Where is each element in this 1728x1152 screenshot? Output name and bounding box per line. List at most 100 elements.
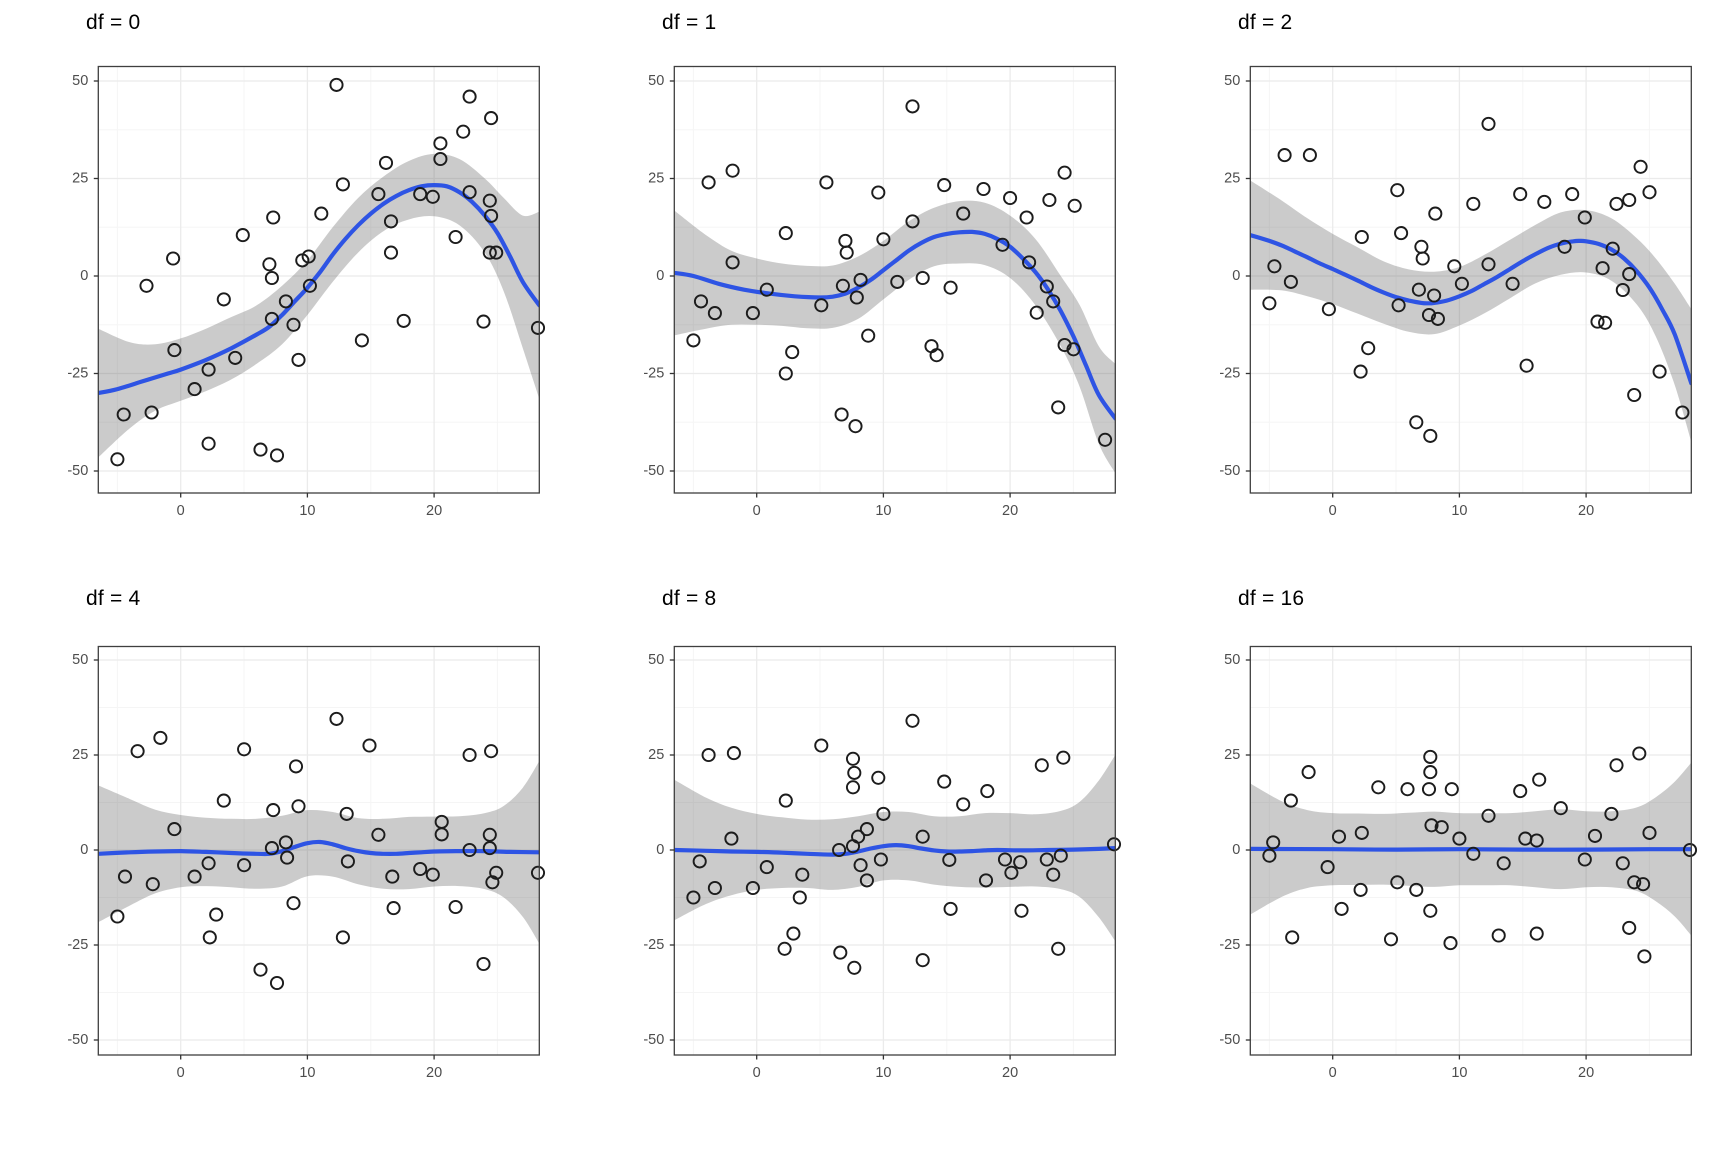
y-tick-label: 50 bbox=[648, 73, 664, 89]
data-point bbox=[1513, 187, 1528, 202]
data-point bbox=[116, 407, 131, 422]
data-point bbox=[1354, 229, 1369, 245]
data-point bbox=[456, 124, 471, 139]
data-point bbox=[1615, 856, 1630, 871]
data-point bbox=[859, 873, 874, 888]
data-point bbox=[1014, 903, 1029, 918]
data-point bbox=[110, 452, 125, 467]
data-point bbox=[876, 806, 891, 821]
y-tick-label: -25 bbox=[643, 366, 664, 382]
gridlines bbox=[674, 66, 1116, 493]
data-point bbox=[956, 797, 971, 812]
data-point bbox=[1051, 941, 1066, 956]
axis: 50 25 0 -25 -50 0 10 20 bbox=[1219, 652, 1594, 1081]
x-tick-label: 0 bbox=[753, 503, 761, 519]
data-point bbox=[1529, 833, 1544, 848]
data-point bbox=[530, 865, 546, 880]
data-point bbox=[1067, 198, 1082, 213]
data-point bbox=[371, 827, 386, 842]
data-point bbox=[371, 187, 386, 202]
panel-title: df = 4 bbox=[86, 587, 141, 610]
y-tick-label: 25 bbox=[72, 171, 88, 187]
data-point bbox=[1394, 226, 1409, 241]
data-points bbox=[110, 77, 546, 467]
data-point bbox=[462, 842, 477, 858]
data-point bbox=[110, 909, 125, 924]
data-point bbox=[1301, 765, 1316, 780]
data-point bbox=[778, 793, 793, 808]
axis: 50 25 0 -25 -50 0 10 20 bbox=[643, 652, 1018, 1081]
smooth-line bbox=[674, 842, 1116, 857]
panel-title: df = 16 bbox=[1238, 587, 1305, 610]
y-tick-label: 0 bbox=[1232, 842, 1240, 858]
panel-df-4: df = 4 50 25 0 -25 -50 0 10 20 bbox=[0, 576, 576, 1152]
data-point bbox=[778, 366, 793, 381]
data-point bbox=[354, 333, 369, 348]
x-tick-label: 20 bbox=[1578, 503, 1594, 519]
data-point bbox=[1391, 298, 1406, 313]
gridlines bbox=[98, 646, 540, 1055]
y-tick-label: -50 bbox=[67, 463, 88, 479]
data-point bbox=[187, 869, 202, 884]
data-point bbox=[1409, 415, 1424, 430]
data-point bbox=[383, 214, 399, 229]
data-point bbox=[117, 869, 133, 884]
panel-border bbox=[673, 65, 1116, 494]
y-tick-label: -25 bbox=[643, 937, 664, 953]
data-point bbox=[237, 858, 252, 873]
data-point bbox=[1430, 311, 1445, 326]
data-point bbox=[1371, 780, 1386, 795]
data-point bbox=[707, 306, 722, 321]
data-point bbox=[871, 185, 886, 200]
data-point bbox=[1019, 210, 1034, 225]
data-point bbox=[759, 860, 774, 875]
data-point bbox=[262, 257, 277, 272]
y-tick-label: -25 bbox=[1219, 937, 1240, 953]
data-point bbox=[795, 867, 810, 882]
axis: 50 25 0 -25 -50 0 10 20 bbox=[643, 73, 1018, 519]
data-point bbox=[1414, 239, 1429, 254]
data-point bbox=[1443, 936, 1458, 951]
data-point bbox=[1447, 259, 1462, 274]
data-point bbox=[1434, 820, 1449, 835]
data-point bbox=[819, 175, 834, 190]
data-point bbox=[1557, 239, 1572, 254]
data-point bbox=[329, 711, 344, 726]
data-point bbox=[484, 744, 499, 759]
data-point bbox=[278, 294, 293, 309]
x-tick-label: 10 bbox=[1451, 1065, 1467, 1081]
data-point bbox=[216, 793, 231, 808]
axis: 50 25 0 -25 -50 0 10 20 bbox=[67, 73, 442, 519]
data-point bbox=[340, 854, 355, 869]
panel-plot-4: 50 25 0 -25 -50 0 10 20 bbox=[643, 645, 1122, 1081]
data-point bbox=[838, 233, 853, 248]
panel-title: df = 2 bbox=[1238, 11, 1293, 34]
data-point bbox=[905, 713, 920, 728]
data-point bbox=[1285, 930, 1300, 945]
data-point bbox=[386, 901, 401, 916]
data-point bbox=[144, 405, 159, 420]
y-tick-label: 50 bbox=[648, 652, 664, 668]
data-point bbox=[785, 345, 800, 360]
data-point bbox=[1029, 305, 1044, 320]
data-point bbox=[1066, 342, 1081, 357]
data-point bbox=[942, 852, 957, 867]
data-point bbox=[832, 842, 847, 858]
data-point bbox=[362, 738, 377, 753]
data-point bbox=[976, 181, 991, 197]
data-point bbox=[378, 155, 394, 170]
data-point bbox=[167, 343, 182, 358]
data-point bbox=[329, 77, 344, 92]
data-point bbox=[264, 311, 279, 326]
data-point bbox=[873, 852, 888, 867]
x-tick-label: 0 bbox=[177, 1065, 185, 1081]
data-point bbox=[434, 827, 449, 842]
confidence-band bbox=[674, 200, 1116, 473]
data-point bbox=[1390, 875, 1405, 890]
y-tick-label: 25 bbox=[1224, 171, 1240, 187]
panel-border bbox=[97, 645, 540, 1056]
data-point bbox=[1415, 251, 1430, 266]
data-point bbox=[1057, 165, 1072, 180]
data-point bbox=[291, 799, 306, 814]
